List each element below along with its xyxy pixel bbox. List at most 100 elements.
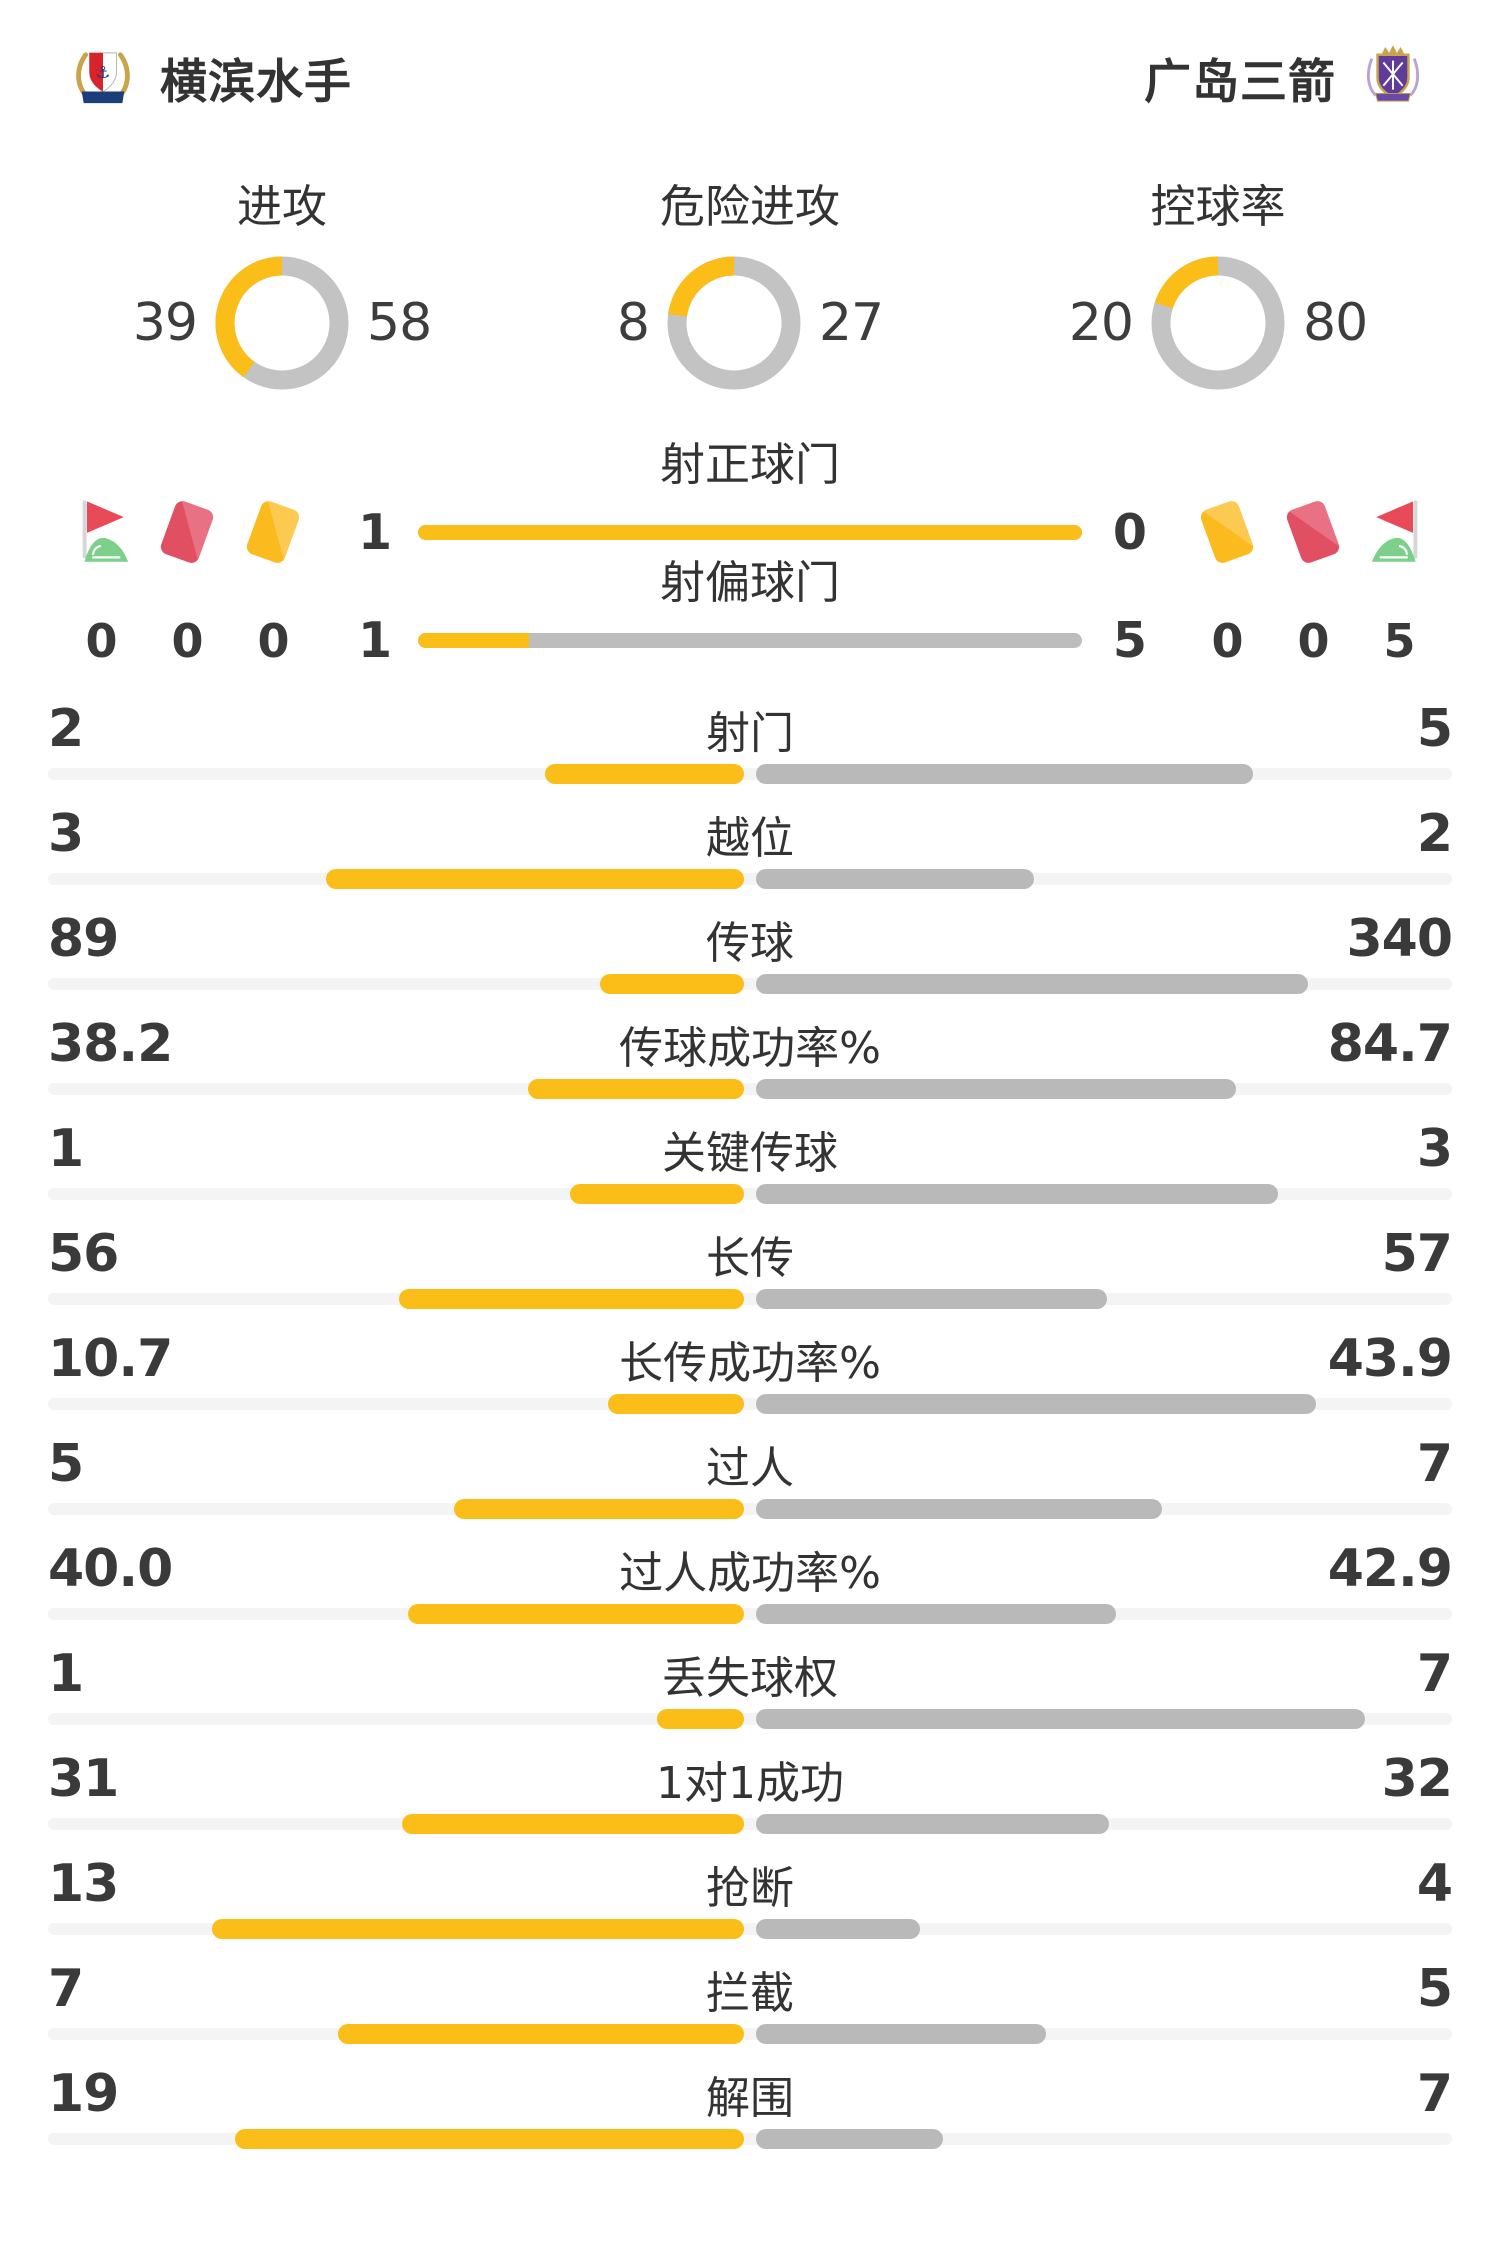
donut-ring <box>215 256 349 390</box>
stat-home-value: 31 <box>48 1749 119 1809</box>
stat-bar-home-fill <box>527 1079 744 1099</box>
donut-home-value: 39 <box>132 293 198 353</box>
away-corner-flag <box>1371 496 1427 568</box>
stat-away-value: 43.9 <box>1327 1329 1453 1389</box>
home-discipline-values: 0 0 0 <box>48 614 348 668</box>
svg-text:⚓: ⚓ <box>96 63 111 82</box>
home-red-cards-value: 0 <box>171 613 203 668</box>
stat-label: 解围 <box>706 2073 794 2124</box>
away-team: 广岛三箭 <box>1144 43 1422 112</box>
shots-on-target-home: 1 <box>358 503 392 561</box>
stat-label: 拦截 <box>706 1968 794 2019</box>
corner-flag-icon <box>82 500 129 562</box>
stat-label: 长传 <box>706 1233 794 1284</box>
stat-home-value: 2 <box>48 699 84 759</box>
away-team-logo <box>1366 45 1420 102</box>
stat-bar-away-fill <box>756 1079 1236 1099</box>
donut-title: 危险进攻 <box>659 180 840 233</box>
stat-away-value: 84.7 <box>1327 1014 1453 1074</box>
stat-row: 1 关键传球 3 <box>48 1119 1453 1225</box>
home-yellow-cards-value: 0 <box>257 613 289 668</box>
home-team: ⚓ 横滨水手 <box>74 43 352 112</box>
stat-home-value: 13 <box>48 1854 119 1914</box>
stat-away-value: 32 <box>1381 1749 1453 1809</box>
shots-section: 射正球门 1 0 <box>48 442 1452 669</box>
header: ⚓ 横滨水手 广岛三箭 <box>48 0 1452 110</box>
stat-bar-away-fill <box>756 1184 1278 1204</box>
away-yellow-cards-value: 0 <box>1211 613 1243 668</box>
stat-label: 传球成功率% <box>619 1023 881 1074</box>
stats-list: 2 射门 5 3 越位 2 89 传球 340 38.2 <box>48 699 1453 2170</box>
donut-title: 进攻 <box>236 180 327 233</box>
stat-home-value: 7 <box>48 1959 84 2019</box>
donut-section: 进攻 39 58 危险进攻 8 27 控球率 20 80 <box>48 184 1452 390</box>
donut-home-value: 8 <box>616 293 650 353</box>
home-team-logo: ⚓ <box>76 52 130 104</box>
stat-bar-away-fill <box>756 1604 1117 1624</box>
stat-away-value: 340 <box>1346 909 1453 969</box>
stat-row: 7 拦截 5 <box>48 1959 1453 2065</box>
stat-label: 抢断 <box>706 1863 794 1914</box>
shots-off-target-bar <box>418 633 1082 648</box>
stat-row: 38.2 传球成功率% 84.7 <box>48 1014 1453 1120</box>
stat-bar <box>48 1709 1452 1729</box>
stat-away-value: 57 <box>1381 1224 1453 1284</box>
corner-flag-icon <box>1371 500 1418 562</box>
donut-away-value: 80 <box>1303 293 1368 353</box>
stat-bar <box>48 1499 1452 1519</box>
stat-row: 13 抢断 4 <box>48 1854 1453 1960</box>
stat-home-value: 1 <box>48 1644 84 1704</box>
home-team-name: 横滨水手 <box>160 54 352 110</box>
shots-off-target-home: 1 <box>358 612 392 669</box>
away-red-card-icon <box>1284 496 1342 568</box>
stat-bar-home-fill <box>235 2129 744 2149</box>
away-yellow-card-icon <box>1198 496 1256 568</box>
away-discipline-values: 0 0 5 <box>1152 614 1452 668</box>
stat-away-value: 2 <box>1416 804 1453 864</box>
stat-bar-home-fill <box>570 1184 744 1204</box>
stat-away-value: 5 <box>1416 1959 1453 2019</box>
stat-bar-away-fill <box>756 1814 1110 1834</box>
home-red-card-icon <box>158 496 216 568</box>
donut-away-value: 27 <box>818 293 884 353</box>
stat-label: 传球 <box>706 918 794 969</box>
stat-bar <box>48 1919 1452 1939</box>
stat-bar <box>48 1289 1452 1309</box>
stat-label: 关键传球 <box>662 1128 838 1179</box>
stat-bar-away-fill <box>756 2129 944 2149</box>
shots-off-target-label: 射偏球门 <box>659 556 840 609</box>
stat-bar-home-fill <box>657 1709 744 1729</box>
stat-row: 5 过人 7 <box>48 1434 1453 1540</box>
stat-away-value: 7 <box>1416 1434 1453 1494</box>
donut-away-value: 58 <box>367 293 432 353</box>
stat-bar-away-fill <box>756 974 1308 994</box>
stat-row: 2 射门 5 <box>48 699 1453 805</box>
stat-bar-home-fill <box>599 974 744 994</box>
stat-label: 射门 <box>706 708 794 759</box>
stat-bar <box>48 1394 1452 1414</box>
stat-away-value: 4 <box>1416 1854 1453 1914</box>
stat-row: 10.7 长传成功率% 43.9 <box>48 1329 1453 1435</box>
stat-label: 过人成功率% <box>619 1548 881 1599</box>
stat-row: 56 长传 57 <box>48 1224 1453 1330</box>
donut-title: 控球率 <box>1150 180 1286 233</box>
stat-bar-home-fill <box>408 1604 744 1624</box>
stat-label: 丢失球权 <box>662 1653 838 1704</box>
donut-home-value: 20 <box>1068 293 1134 353</box>
stat-bar-home-fill <box>338 2024 744 2044</box>
stat-row: 31 1对1成功 32 <box>48 1749 1453 1855</box>
stat-bar-away-fill <box>756 764 1254 784</box>
stat-away-value: 7 <box>1416 1644 1453 1704</box>
stat-home-value: 1 <box>48 1119 84 1179</box>
stat-row: 19 解围 7 <box>48 2064 1453 2170</box>
stat-away-value: 7 <box>1416 2064 1453 2124</box>
stat-bar-away-fill <box>756 1289 1108 1309</box>
donut-ring <box>1151 256 1285 390</box>
stat-home-value: 19 <box>48 2064 119 2124</box>
stat-bar <box>48 1184 1452 1204</box>
stat-bar-away-fill <box>756 1394 1316 1414</box>
stat-label: 越位 <box>706 813 794 864</box>
donut-chart: 进攻 39 58 <box>48 184 516 390</box>
away-discipline-icons <box>1152 496 1452 568</box>
stat-bar <box>48 764 1452 784</box>
